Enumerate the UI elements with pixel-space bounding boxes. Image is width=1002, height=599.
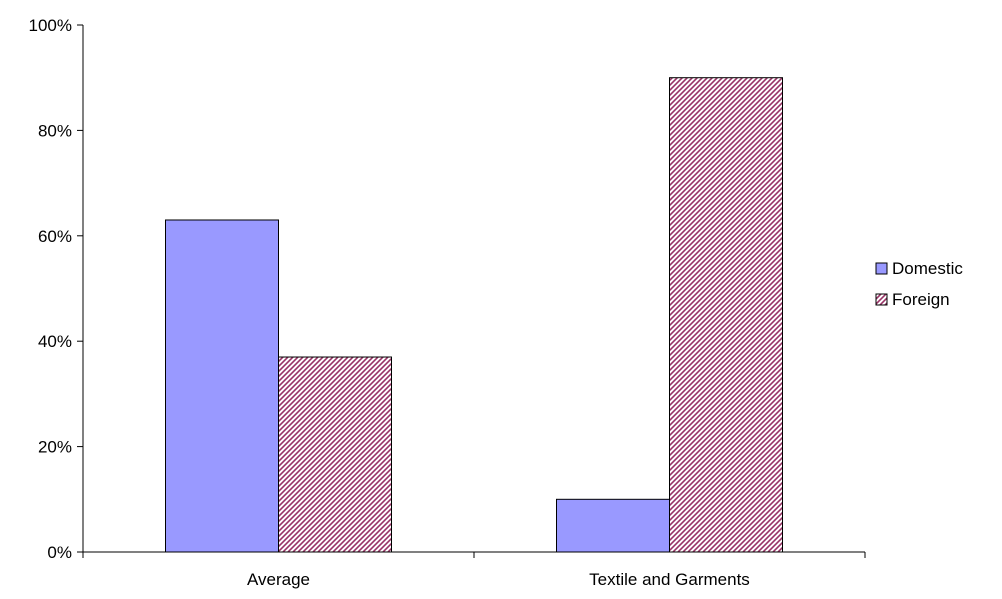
legend: Domestic Foreign [875, 259, 963, 309]
bar-foreign-1 [278, 356, 392, 553]
plot-area [165, 77, 783, 553]
x-tick-label: Textile and Garments [589, 570, 750, 589]
legend-label-foreign: Foreign [892, 290, 950, 309]
y-tick-label: 80% [38, 121, 72, 140]
y-tick-label: 40% [38, 332, 72, 351]
legend-swatch-foreign [875, 293, 888, 306]
y-axis: 0% 20% 40% 60% 80% 100% [29, 16, 84, 562]
bar-domestic-1 [165, 219, 279, 553]
y-tick-label: 60% [38, 227, 72, 246]
y-tick-label: 0% [47, 543, 72, 562]
x-axis: Average Textile and Garments [82, 551, 866, 589]
legend-swatch-domestic [875, 262, 888, 275]
y-tick-label: 20% [38, 438, 72, 457]
bar-domestic-2 [556, 498, 670, 553]
bar-foreign-2 [669, 77, 783, 553]
y-tick-label: 100% [29, 16, 72, 35]
x-tick-label: Average [247, 570, 310, 589]
legend-label-domestic: Domestic [892, 259, 963, 278]
